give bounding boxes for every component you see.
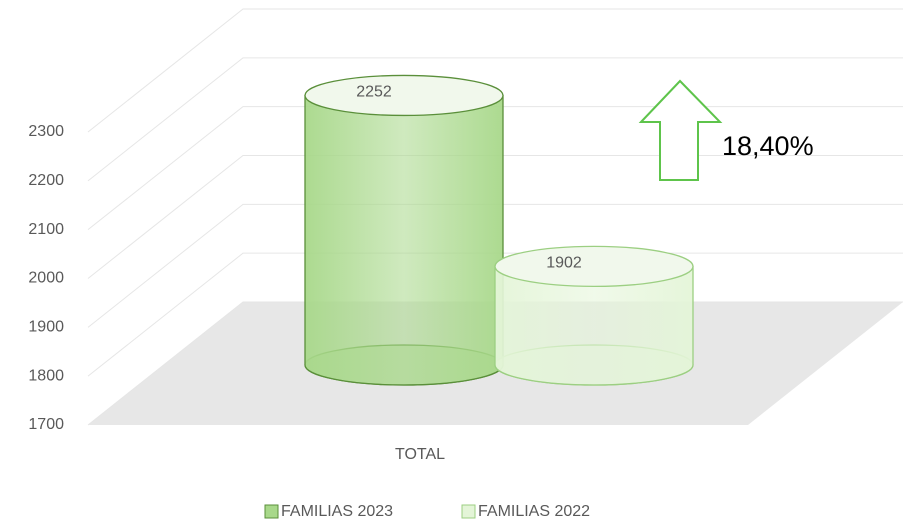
cylinder	[304, 94, 504, 386]
legend-label: FAMILIAS 2022	[478, 503, 590, 520]
grid-line	[87, 8, 903, 133]
y-tick-label: 2200	[28, 172, 64, 189]
data-label: 2252	[356, 84, 392, 101]
x-tick-label: TOTAL	[395, 446, 445, 463]
y-tick-label: 2000	[28, 270, 64, 287]
y-tick-label: 2300	[28, 123, 64, 140]
grid-line	[87, 252, 903, 377]
grid-line	[87, 57, 903, 182]
cylinder-top	[494, 245, 694, 288]
y-tick-label: 1800	[28, 367, 64, 384]
legend-swatch	[461, 504, 476, 519]
data-label: 1902	[546, 255, 582, 272]
cylinder	[494, 265, 694, 386]
y-tick-label: 2100	[28, 221, 64, 238]
cylinder-top	[304, 74, 504, 117]
annotation: 18,40%	[722, 131, 814, 161]
legend-swatch	[264, 504, 279, 519]
y-tick-label: 1700	[28, 416, 64, 433]
grid-line	[87, 203, 903, 328]
legend-label: FAMILIAS 2023	[281, 503, 393, 520]
y-tick-label: 1900	[28, 319, 64, 336]
increase-arrow	[638, 79, 723, 181]
